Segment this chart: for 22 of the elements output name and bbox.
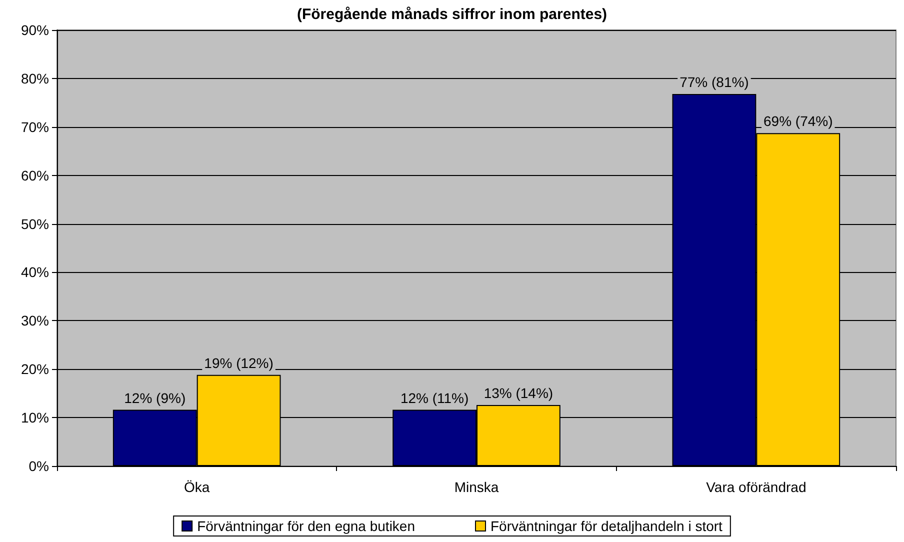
y-tick-label: 0% bbox=[28, 458, 49, 474]
data-label: 19% (12%) bbox=[204, 354, 274, 371]
y-tick-label: 10% bbox=[20, 410, 49, 426]
y-tick-label: 20% bbox=[20, 361, 49, 378]
data-label: 12% (11%) bbox=[400, 390, 469, 406]
y-tick-label: 80% bbox=[20, 70, 49, 86]
data-label: 69% (74%) bbox=[763, 113, 833, 130]
x-tick-label: Öka bbox=[184, 479, 210, 495]
y-tick-label: 50% bbox=[20, 216, 49, 232]
data-label: 12% (9%) bbox=[124, 390, 186, 406]
legend-label: Förväntningar för den egna butiken bbox=[197, 518, 416, 534]
data-label: 13% (14%) bbox=[484, 384, 554, 401]
y-tick-label: 70% bbox=[20, 118, 49, 135]
y-tick-label: 60% bbox=[20, 167, 49, 184]
x-tick-label: Minska bbox=[454, 479, 499, 495]
data-label: 77% (81%) bbox=[680, 74, 749, 90]
x-tick-label: Vara oförändrad bbox=[706, 479, 806, 495]
y-tick-label: 30% bbox=[20, 312, 49, 329]
chart-title: (Föregående månads siffror inom parentes) bbox=[296, 6, 608, 23]
y-tick-label: 40% bbox=[20, 264, 49, 280]
y-tick-label: 90% bbox=[20, 22, 49, 38]
legend-label: Förväntningar för detaljhandeln i stort bbox=[490, 518, 723, 534]
